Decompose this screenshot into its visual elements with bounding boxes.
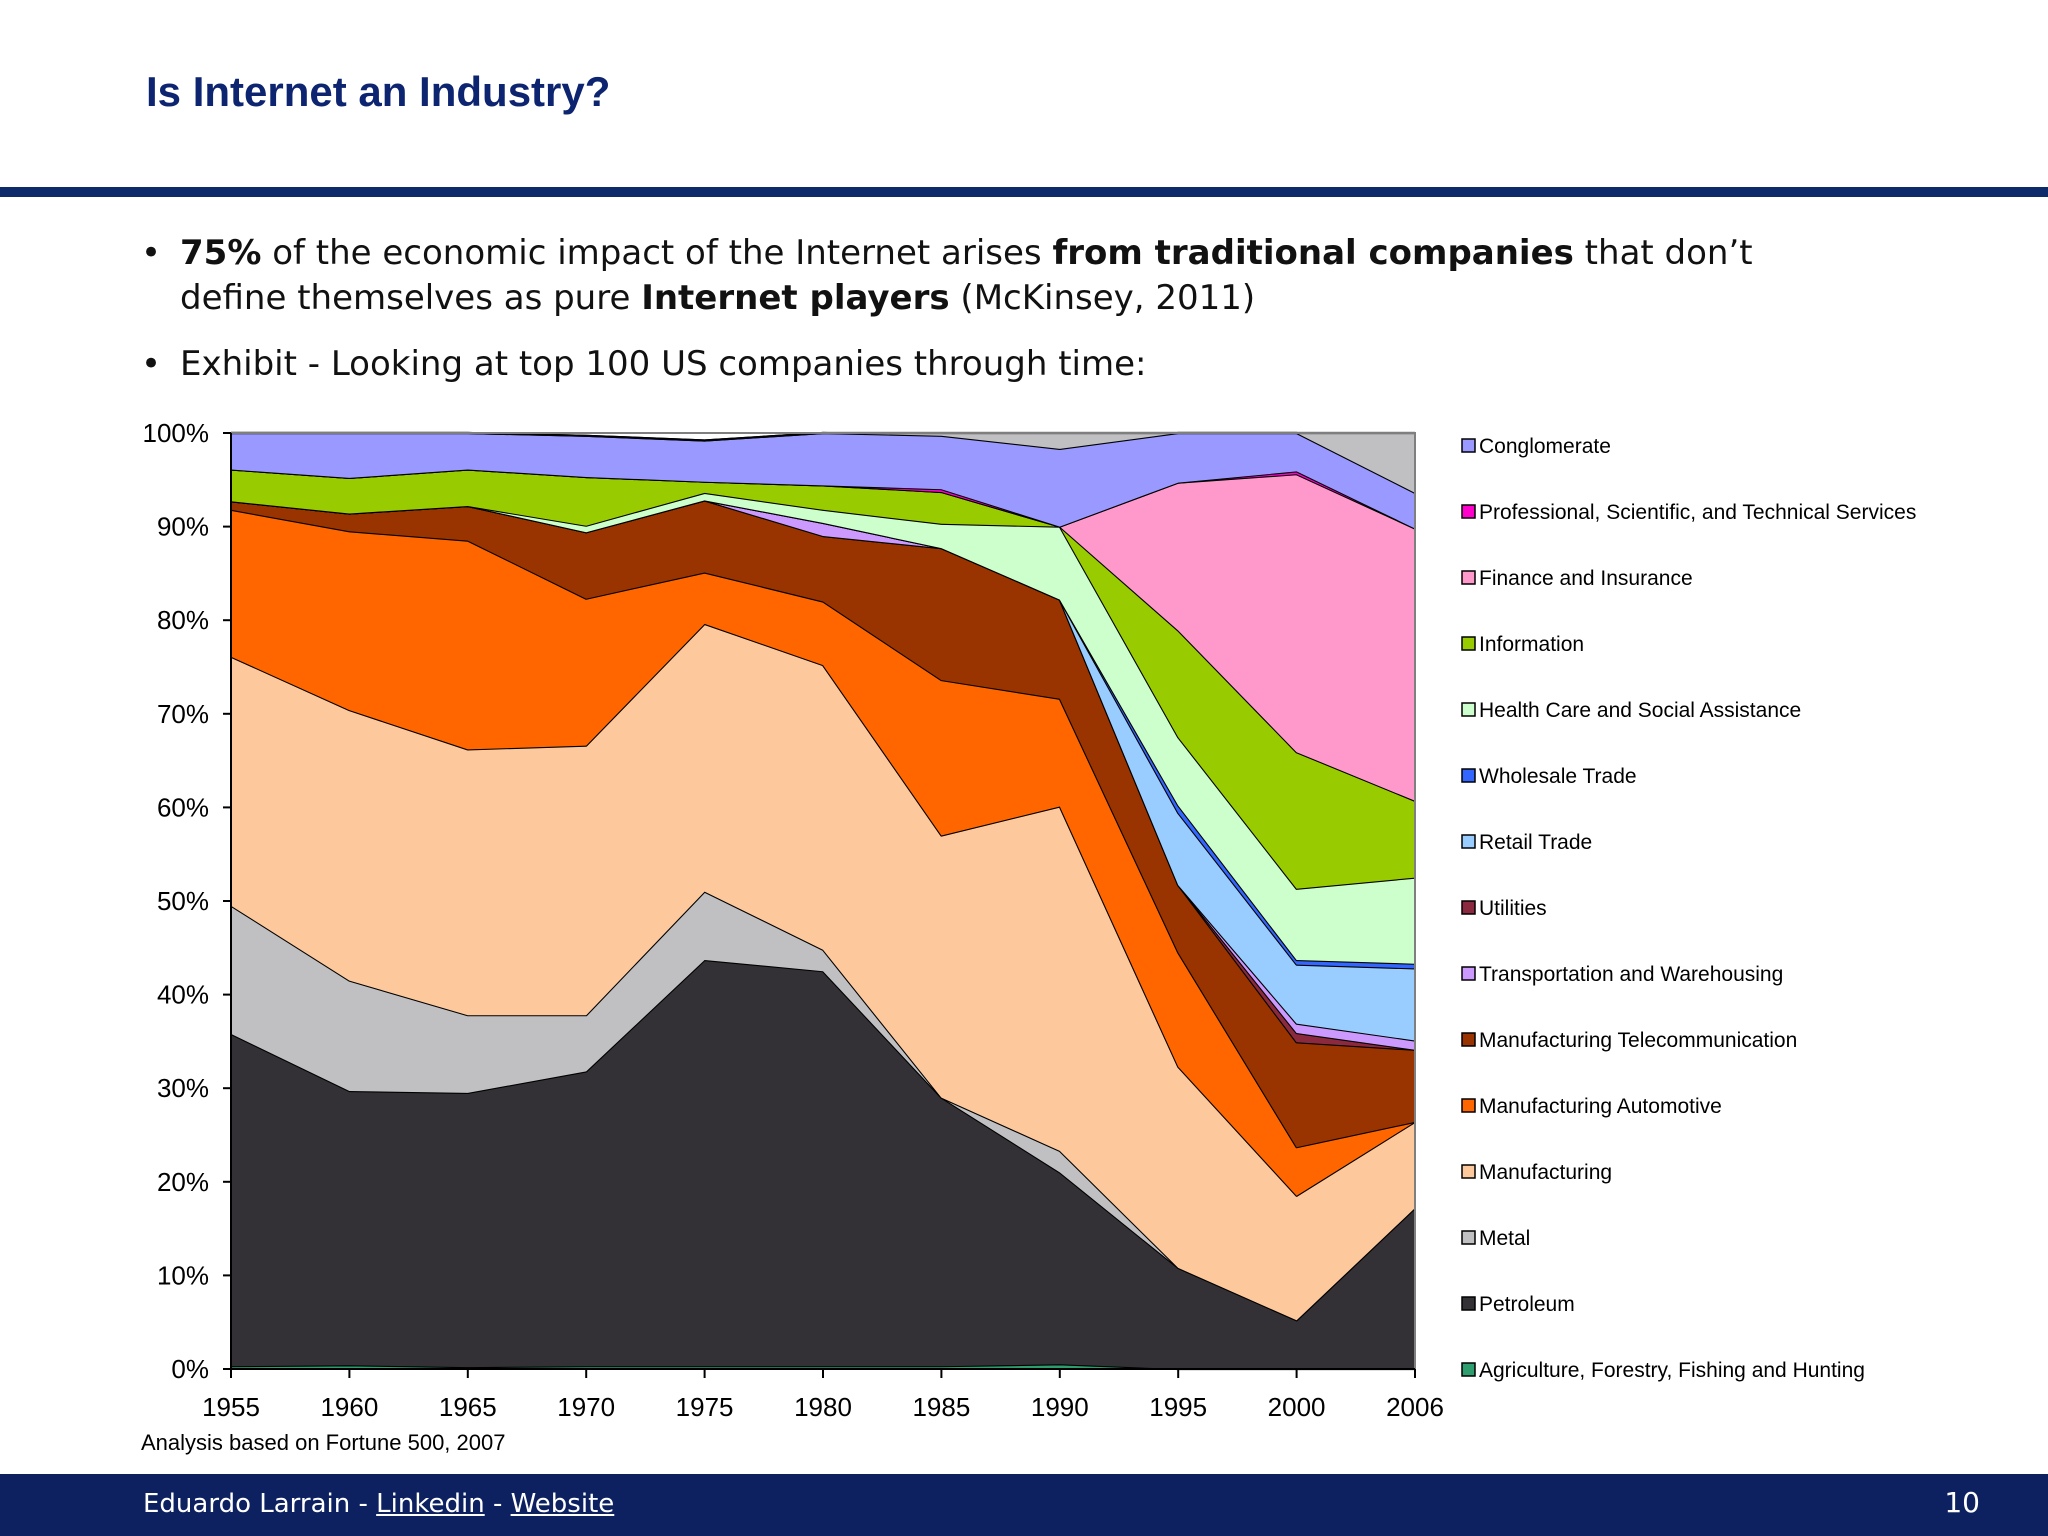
website-link[interactable]: Website <box>510 1489 615 1519</box>
legend-label: Petroleum <box>1479 1293 1575 1316</box>
x-tick-label: 2006 <box>1386 1392 1444 1422</box>
page-number: 10 <box>1944 1486 1980 1519</box>
legend-swatch <box>1461 966 1476 981</box>
legend-label: Agriculture, Forestry, Fishing and Hunti… <box>1479 1359 1865 1382</box>
legend-swatch <box>1461 636 1476 651</box>
y-tick-label: 20% <box>157 1167 209 1197</box>
legend-label: Retail Trade <box>1479 831 1592 854</box>
legend-label: Manufacturing <box>1479 1161 1612 1184</box>
y-tick-label: 60% <box>157 792 209 822</box>
source-note: Analysis based on Fortune 500, 2007 <box>141 1430 506 1455</box>
footer-separator: - <box>350 1489 377 1519</box>
legend-label: Finance and Insurance <box>1479 567 1693 590</box>
area-finance-and-insurance <box>231 469 1415 801</box>
area-manufacturing-telecommunication <box>231 500 1415 1148</box>
legend-label: Manufacturing Automotive <box>1479 1095 1722 1118</box>
slide-title: Is Internet an Industry? <box>146 68 611 115</box>
x-tick-label: 1985 <box>912 1392 970 1422</box>
legend-swatch <box>1461 1032 1476 1047</box>
legend-swatch <box>1461 1230 1476 1245</box>
legend-swatch <box>1461 1098 1476 1113</box>
bullet-1-bold-2: from traditional companies <box>1052 233 1574 273</box>
x-tick-label: 2000 <box>1268 1392 1326 1422</box>
legend-label: Conglomerate <box>1479 435 1611 458</box>
y-tick-label: 30% <box>157 1073 209 1103</box>
legend-swatch <box>1461 504 1476 519</box>
legend-label: Metal <box>1479 1227 1530 1250</box>
y-tick-label: 100% <box>143 418 210 448</box>
legend-swatch <box>1461 702 1476 717</box>
legend-swatch <box>1461 570 1476 585</box>
x-tick-label: 1965 <box>439 1392 497 1422</box>
x-tick-label: 1960 <box>320 1392 378 1422</box>
x-tick-label: 1970 <box>557 1392 615 1422</box>
bullet-2-text: Exhibit - Looking at top 100 US companie… <box>180 344 1147 384</box>
area-information <box>231 469 1415 889</box>
y-tick-label: 90% <box>157 512 209 542</box>
area-metal <box>231 891 1415 1321</box>
footer-bar: Eduardo Larrain - Linkedin - Website 10 <box>0 1474 2048 1536</box>
legend-swatch <box>1461 438 1476 453</box>
x-tick-label: 1990 <box>1031 1392 1089 1422</box>
y-tick-label: 80% <box>157 605 209 635</box>
footer-author: Eduardo Larrain <box>143 1489 351 1519</box>
bullet-1-text: 75% of the economic impact of the Intern… <box>180 231 1860 321</box>
legend-swatch <box>1461 900 1476 915</box>
area-conglomerate <box>231 433 1415 529</box>
y-tick-label: 0% <box>171 1354 209 1384</box>
bullet-1-text-1: of the economic impact of the Internet a… <box>261 233 1053 273</box>
area-manufacturing <box>231 623 1415 1321</box>
area-petroleum <box>231 960 1415 1369</box>
legend-swatch <box>1461 834 1476 849</box>
area-manufacturing-automotive <box>231 509 1415 1196</box>
y-tick-label: 10% <box>157 1260 209 1290</box>
legend-swatch <box>1461 1362 1476 1377</box>
footer-separator: - <box>484 1489 511 1519</box>
x-tick-label: 1980 <box>794 1392 852 1422</box>
bullet-1-bold-1: 75% <box>180 233 262 273</box>
legend-swatch <box>1461 768 1476 783</box>
footer-credits: Eduardo Larrain - Linkedin - Website <box>143 1489 614 1519</box>
legend-swatch <box>1461 1164 1476 1179</box>
y-tick-label: 70% <box>157 699 209 729</box>
area-retail-trade <box>231 500 1415 1041</box>
legend-label: Transportation and Warehousing <box>1479 963 1783 986</box>
title-divider <box>0 187 2048 197</box>
bullet-1-text-3: (McKinsey, 2011) <box>949 278 1256 318</box>
legend-label: Utilities <box>1479 897 1547 920</box>
legend-swatch <box>1461 1296 1476 1311</box>
x-tick-label: 1995 <box>1149 1392 1207 1422</box>
legend-label: Wholesale Trade <box>1479 765 1637 788</box>
bullet-dot: • <box>141 233 162 273</box>
bullet-1-text-2: that don’t define themselves as pure <box>180 233 1753 318</box>
bullet-1-bold-3: Internet players <box>641 278 950 318</box>
y-tick-label: 50% <box>157 886 209 916</box>
bullet-dot: • <box>141 344 162 384</box>
legend-label: Health Care and Social Assistance <box>1479 699 1801 722</box>
legend-label: Information <box>1479 633 1584 656</box>
legend-label: Manufacturing Telecommunication <box>1479 1029 1797 1052</box>
x-tick-label: 1955 <box>202 1392 260 1422</box>
area-health-care-and-social-assistance <box>231 492 1415 964</box>
x-tick-label: 1975 <box>676 1392 734 1422</box>
y-tick-label: 40% <box>157 980 209 1010</box>
stacked-area-chart: 0% 10% 20% 30% 40% 50% 60% 70% 80% 90% 100% 1955 196… <box>143 418 1917 1422</box>
legend-label: Professional, Scientific, and Technical … <box>1479 501 1916 524</box>
linkedin-link[interactable]: Linkedin <box>376 1489 485 1519</box>
